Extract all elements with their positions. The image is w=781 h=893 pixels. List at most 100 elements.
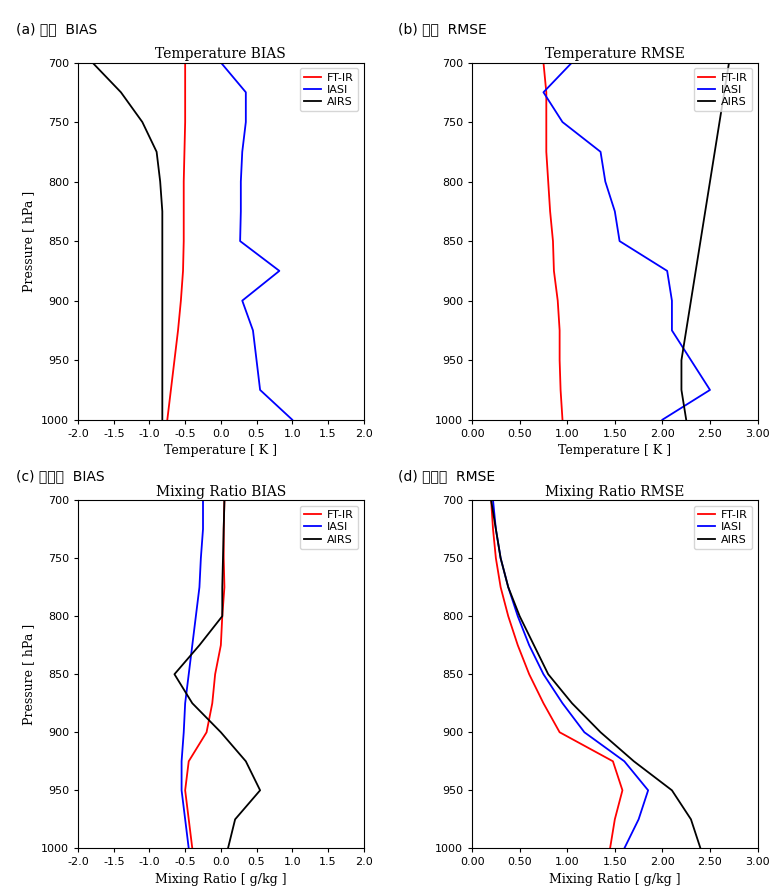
AIRS <box>152 146 162 157</box>
FT-IR <box>173 325 183 336</box>
IASI <box>513 611 522 622</box>
FT-IR <box>555 727 565 738</box>
IASI <box>525 639 534 650</box>
IASI <box>187 639 197 650</box>
IASI <box>644 785 653 796</box>
IASI <box>241 87 251 97</box>
AIRS <box>567 698 576 709</box>
FT-IR <box>618 785 627 796</box>
AIRS <box>218 582 227 593</box>
FT-IR <box>504 611 513 622</box>
FT-IR <box>545 206 555 217</box>
IASI <box>179 727 188 738</box>
AIRS <box>705 176 715 187</box>
AIRS <box>504 582 513 593</box>
IASI <box>236 206 245 217</box>
IASI <box>235 236 244 246</box>
Line: AIRS: AIRS <box>682 63 729 420</box>
AIRS <box>158 355 167 365</box>
Title: Temperature BIAS: Temperature BIAS <box>155 47 286 62</box>
IASI <box>667 296 676 306</box>
AIRS <box>219 553 228 563</box>
IASI <box>667 325 676 336</box>
IASI <box>275 265 284 276</box>
Text: (b) 온도  RMSE: (b) 온도 RMSE <box>398 22 487 37</box>
IASI <box>539 87 548 97</box>
FT-IR <box>219 582 229 593</box>
AIRS <box>219 495 229 505</box>
IASI <box>496 553 505 563</box>
FT-IR <box>184 814 194 825</box>
FT-IR <box>539 698 548 709</box>
IASI <box>248 325 258 336</box>
AIRS <box>158 206 167 217</box>
AIRS <box>686 296 696 306</box>
X-axis label: Temperature [ K ]: Temperature [ K ] <box>558 445 672 457</box>
AIRS <box>116 87 126 97</box>
FT-IR <box>496 582 505 593</box>
AIRS <box>155 176 165 187</box>
FT-IR <box>180 785 190 796</box>
Y-axis label: Pressure [ hPa ]: Pressure [ hPa ] <box>23 190 35 292</box>
FT-IR <box>162 414 172 425</box>
AIRS <box>158 414 167 425</box>
IASI <box>539 669 548 680</box>
AIRS <box>158 236 167 246</box>
AIRS <box>696 843 705 854</box>
FT-IR <box>549 265 558 276</box>
AIRS <box>686 814 696 825</box>
FT-IR <box>179 176 188 187</box>
AIRS <box>255 785 265 796</box>
FT-IR <box>178 265 187 276</box>
FT-IR <box>208 698 217 709</box>
FT-IR <box>219 553 228 563</box>
FT-IR <box>544 176 553 187</box>
Text: (a) 온도  BIAS: (a) 온도 BIAS <box>16 22 97 37</box>
FT-IR <box>187 843 197 854</box>
AIRS <box>629 755 639 766</box>
FT-IR <box>210 669 219 680</box>
AIRS <box>724 57 733 68</box>
FT-IR <box>201 727 211 738</box>
FT-IR <box>539 57 548 68</box>
FT-IR <box>219 523 228 534</box>
FT-IR <box>605 843 615 854</box>
Legend: FT-IR, IASI, AIRS: FT-IR, IASI, AIRS <box>300 68 358 112</box>
FT-IR <box>180 87 190 97</box>
FT-IR <box>553 296 562 306</box>
AIRS <box>691 265 701 276</box>
IASI <box>198 495 208 505</box>
AIRS <box>677 355 686 365</box>
IASI <box>567 57 576 68</box>
FT-IR <box>541 117 551 128</box>
AIRS <box>218 611 227 622</box>
FT-IR <box>556 385 565 396</box>
IASI <box>255 385 265 396</box>
IASI <box>251 355 261 365</box>
AIRS <box>491 523 501 534</box>
IASI <box>558 117 567 128</box>
AIRS <box>158 296 167 306</box>
AIRS <box>530 639 539 650</box>
AIRS <box>515 611 524 622</box>
AIRS <box>696 236 705 246</box>
FT-IR <box>166 385 176 396</box>
X-axis label: Mixing Ratio [ g/kg ]: Mixing Ratio [ g/kg ] <box>155 873 287 886</box>
IASI <box>658 414 667 425</box>
IASI <box>580 727 589 738</box>
FT-IR <box>179 206 188 217</box>
AIRS <box>169 669 179 680</box>
IASI <box>180 814 190 825</box>
IASI <box>619 755 629 766</box>
Legend: FT-IR, IASI, AIRS: FT-IR, IASI, AIRS <box>694 505 752 549</box>
Line: FT-IR: FT-IR <box>491 500 622 848</box>
AIRS <box>710 146 719 157</box>
AIRS <box>682 414 691 425</box>
IASI <box>191 611 201 622</box>
FT-IR <box>491 553 501 563</box>
Y-axis label: Pressure [ hPa ]: Pressure [ hPa ] <box>23 623 35 725</box>
AIRS <box>230 814 240 825</box>
Title: Mixing Ratio RMSE: Mixing Ratio RMSE <box>545 485 684 499</box>
Text: (d) 혼합비  RMSE: (d) 혼합비 RMSE <box>398 469 495 483</box>
FT-IR <box>548 236 558 246</box>
